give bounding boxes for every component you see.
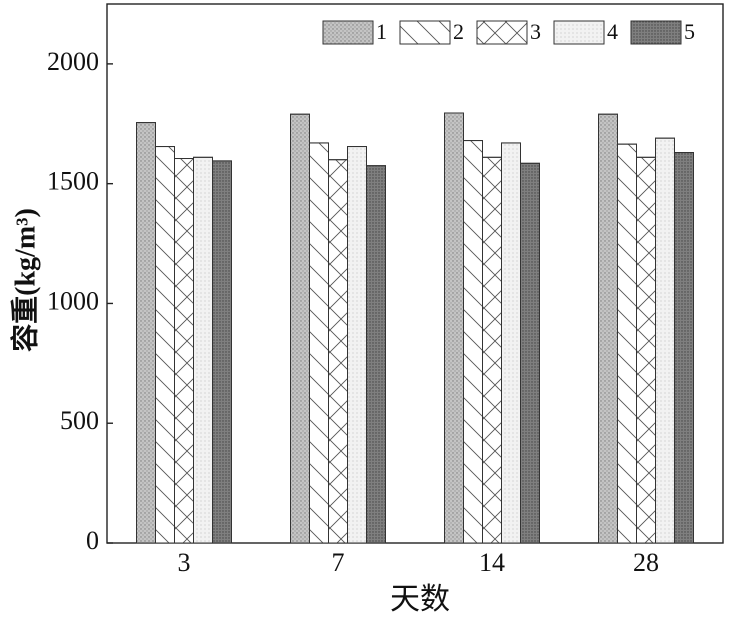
- legend-swatch-hatch: [476, 20, 528, 45]
- legend-label: 3: [530, 19, 541, 44]
- y-axis-label: 容重(kg/m³): [8, 208, 41, 352]
- x-tick-label: 7: [332, 548, 345, 577]
- legend-swatch-hatch: [322, 20, 374, 45]
- bar-hatch: [463, 140, 483, 544]
- x-tick-label: 3: [178, 548, 191, 577]
- legend-label: 1: [376, 19, 387, 44]
- bar-hatch: [309, 142, 329, 544]
- bar-hatch: [212, 160, 232, 544]
- bar-hatch: [617, 143, 637, 544]
- x-tick-label: 28: [633, 548, 659, 577]
- x-axis-label: 天数: [390, 583, 450, 616]
- bar-hatch: [674, 152, 694, 544]
- y-tick-label: 1500: [47, 167, 99, 196]
- legend-label: 2: [453, 19, 464, 44]
- y-tick-label: 1000: [47, 286, 99, 315]
- bar-hatch: [136, 122, 156, 544]
- x-tick-label: 14: [479, 548, 505, 577]
- bar-hatch: [155, 146, 175, 544]
- bar-hatch: [520, 162, 540, 544]
- y-tick-label: 500: [60, 406, 99, 435]
- legend-label: 5: [684, 19, 695, 44]
- plot-frame: [106, 3, 724, 544]
- bar-hatch: [174, 158, 194, 544]
- bar-hatch: [482, 156, 502, 544]
- bar-hatch: [655, 137, 675, 544]
- bar-hatch: [347, 146, 367, 544]
- bar-hatch: [636, 156, 656, 544]
- bar-hatch: [366, 165, 386, 544]
- bar-hatch: [444, 112, 464, 544]
- legend-swatch-hatch: [399, 20, 451, 45]
- legend-label: 4: [607, 19, 618, 44]
- bar-hatch: [328, 159, 348, 544]
- y-tick-label: 0: [86, 526, 99, 555]
- legend-swatch-hatch: [553, 20, 605, 45]
- bar-hatch: [193, 156, 213, 544]
- legend-swatch-hatch: [630, 20, 682, 45]
- bar-hatch: [290, 113, 310, 544]
- bar-hatch: [501, 142, 521, 544]
- y-tick-label: 2000: [47, 47, 99, 76]
- bar-hatch: [598, 113, 618, 544]
